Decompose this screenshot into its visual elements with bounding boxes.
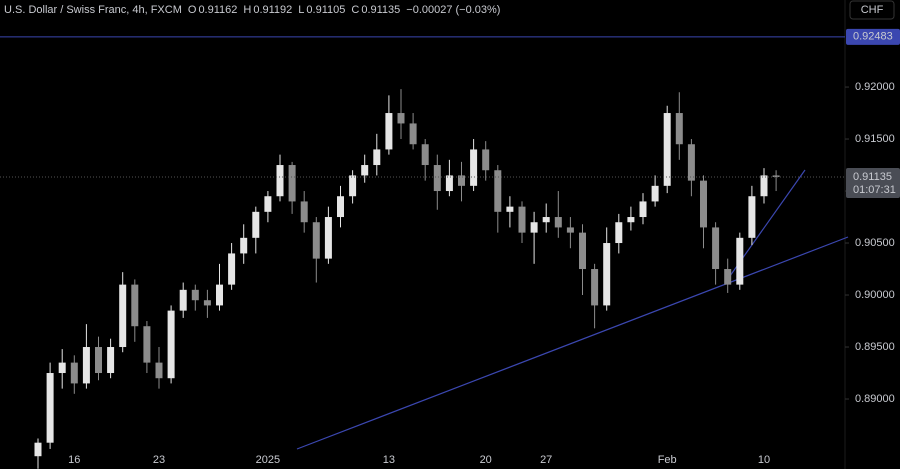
ohlc-label: O — [188, 4, 197, 16]
x-tick-label: Feb — [658, 454, 677, 466]
y-tick-label: 0.91500 — [855, 133, 895, 145]
candle-body — [361, 165, 369, 176]
candle-body — [772, 175, 780, 177]
candle-body — [373, 149, 381, 166]
ohlc-value: 0.91162 — [198, 4, 237, 16]
currency-button[interactable] — [849, 0, 895, 20]
candle-body — [554, 217, 562, 228]
x-tick-label: 20 — [480, 454, 492, 466]
candle-body — [191, 289, 199, 301]
ohlc-value: 0.91105 — [306, 4, 345, 16]
candle-body — [82, 347, 90, 384]
candle-body — [433, 165, 441, 192]
y-tick-label: 0.92000 — [855, 81, 895, 93]
candle-body — [760, 175, 768, 197]
candle-body — [712, 227, 720, 270]
countdown: 01:07:31 — [853, 184, 896, 196]
candle-body — [397, 113, 405, 124]
candle-body — [131, 284, 139, 327]
candle-body — [579, 232, 586, 270]
candle-body — [119, 284, 127, 348]
candle-body — [167, 310, 175, 379]
candle-body — [530, 222, 538, 233]
symbol-title: U.S. Dollar / Swiss Franc, 4h, FXCM — [4, 4, 182, 16]
candle-body — [240, 237, 248, 254]
x-tick-label: 2025 — [256, 454, 280, 466]
candle-body — [615, 222, 623, 244]
candle-body — [179, 289, 187, 311]
candle-body — [458, 175, 465, 186]
candle-body — [542, 217, 550, 223]
candle-body — [276, 165, 284, 197]
candle-body — [591, 269, 599, 306]
candle-body — [385, 113, 393, 150]
candle-body — [143, 326, 151, 363]
y-tick-label: 0.89500 — [855, 341, 895, 353]
x-tick-label: 27 — [540, 454, 552, 466]
x-tick-label: 23 — [153, 454, 165, 466]
candle-body — [482, 149, 490, 171]
currency[interactable]: CHF — [861, 4, 884, 16]
candle-body — [264, 196, 272, 212]
ohlc-label: L — [298, 4, 304, 16]
candle-body — [252, 211, 260, 238]
y-tick-label: 0.90000 — [855, 289, 895, 301]
candle-body — [663, 113, 671, 186]
last-price-label: 0.91135 — [853, 171, 892, 183]
candle-body — [651, 185, 659, 202]
candle-body — [736, 237, 744, 285]
candle-body — [494, 170, 502, 212]
candle-body — [216, 284, 223, 306]
candle-body — [349, 175, 357, 197]
candle-body — [95, 347, 102, 374]
candle-body — [566, 227, 574, 233]
last-price-box — [846, 167, 900, 198]
candle-body — [700, 180, 707, 228]
candle-body — [312, 222, 320, 259]
candle-body — [337, 196, 344, 218]
ohlc-value: 0.91135 — [361, 4, 400, 16]
candle-body — [409, 123, 417, 145]
candle-body — [107, 347, 115, 374]
ohlc-value: 0.91192 — [253, 4, 292, 16]
level-box — [846, 28, 900, 45]
candle-body — [70, 362, 78, 384]
candle-body — [603, 243, 611, 306]
candle-body — [203, 300, 211, 306]
candle-body — [639, 201, 647, 218]
candle-body — [687, 144, 695, 181]
candle-body — [506, 206, 514, 212]
y-tick-label: 0.89000 — [855, 393, 895, 405]
x-tick-label: 13 — [383, 454, 395, 466]
candle-body — [155, 362, 163, 379]
ohlc-label: C — [351, 4, 359, 16]
y-tick-label: 0.90500 — [855, 237, 895, 249]
candle-body — [228, 253, 236, 285]
candle-body — [724, 269, 732, 285]
trendline — [296, 236, 849, 450]
candle-body — [675, 113, 683, 145]
level-label: 0.92483 — [853, 31, 893, 43]
price-change: −0.00027 (−0.03%) — [406, 4, 500, 16]
candle-body — [46, 373, 54, 443]
candle-body — [627, 217, 635, 223]
candle-body — [748, 196, 756, 238]
x-tick-label: 10 — [758, 454, 770, 466]
candle-body — [300, 201, 308, 223]
candle-body — [324, 217, 332, 259]
ohlc-label: H — [243, 4, 251, 16]
candle-body — [445, 175, 453, 192]
x-tick-label: 16 — [68, 454, 80, 466]
candle-body — [470, 149, 478, 186]
candle-body — [288, 165, 296, 202]
candle-body — [421, 144, 429, 166]
candle-body — [34, 442, 42, 457]
candle-body — [58, 362, 66, 374]
candle-body — [518, 206, 526, 233]
